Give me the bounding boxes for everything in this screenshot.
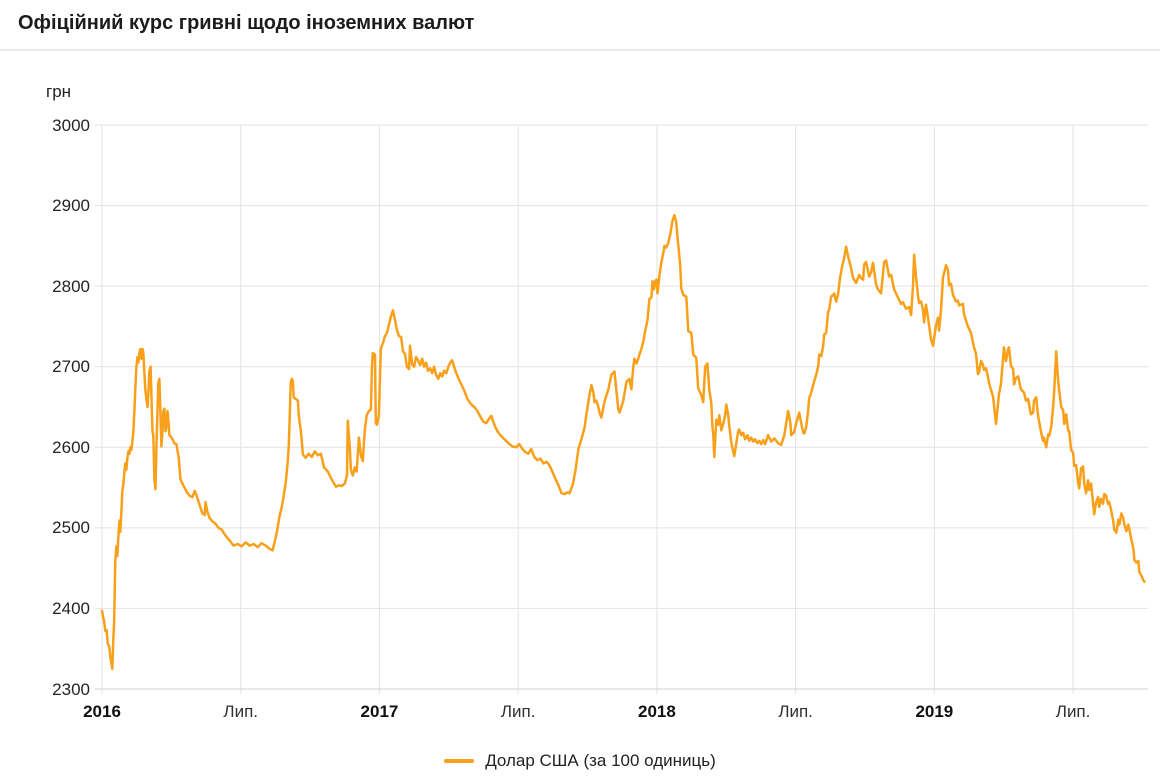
x-tick-label: Лип. — [223, 702, 259, 721]
y-axis-unit-label: грн — [46, 82, 72, 101]
y-tick-label: 2600 — [52, 437, 90, 457]
usd-rate-line[interactable] — [100, 213, 1146, 671]
page-title: Офіційний курс гривні щодо іноземних вал… — [18, 12, 475, 34]
y-tick-label: 2300 — [52, 679, 90, 699]
y-tick-label: 2500 — [52, 518, 90, 538]
x-tick-label: 2018 — [637, 702, 676, 721]
line-chart-plot[interactable] — [0, 51, 1160, 711]
legend-label: Долар США (за 100 одиниць) — [485, 751, 716, 770]
chart-legend: Долар США (за 100 одиниць) — [0, 751, 1160, 771]
y-tick-label: 2400 — [52, 598, 90, 618]
x-tick-label: Лип. — [500, 702, 536, 721]
y-tick-label: 2900 — [52, 196, 90, 216]
x-tick-label: 2017 — [360, 702, 399, 721]
y-tick-label: 3000 — [52, 115, 90, 135]
legend-line-swatch — [444, 759, 475, 763]
x-tick-label: Лип. — [1055, 702, 1091, 721]
y-tick-label: 2800 — [52, 276, 90, 296]
x-tick-label: Лип. — [778, 702, 813, 721]
y-tick-label: 2700 — [52, 357, 90, 377]
x-tick-label: 2016 — [83, 702, 121, 721]
x-tick-label: 2019 — [915, 702, 954, 721]
legend-item-usd[interactable]: Долар США (за 100 одиниць) — [444, 751, 716, 771]
header: Офіційний курс гривні щодо іноземних вал… — [0, 0, 1160, 51]
exchange-rate-chart: грн 3000 2900 2800 2700 2600 2500 2400 2300 201… — [0, 51, 1160, 721]
